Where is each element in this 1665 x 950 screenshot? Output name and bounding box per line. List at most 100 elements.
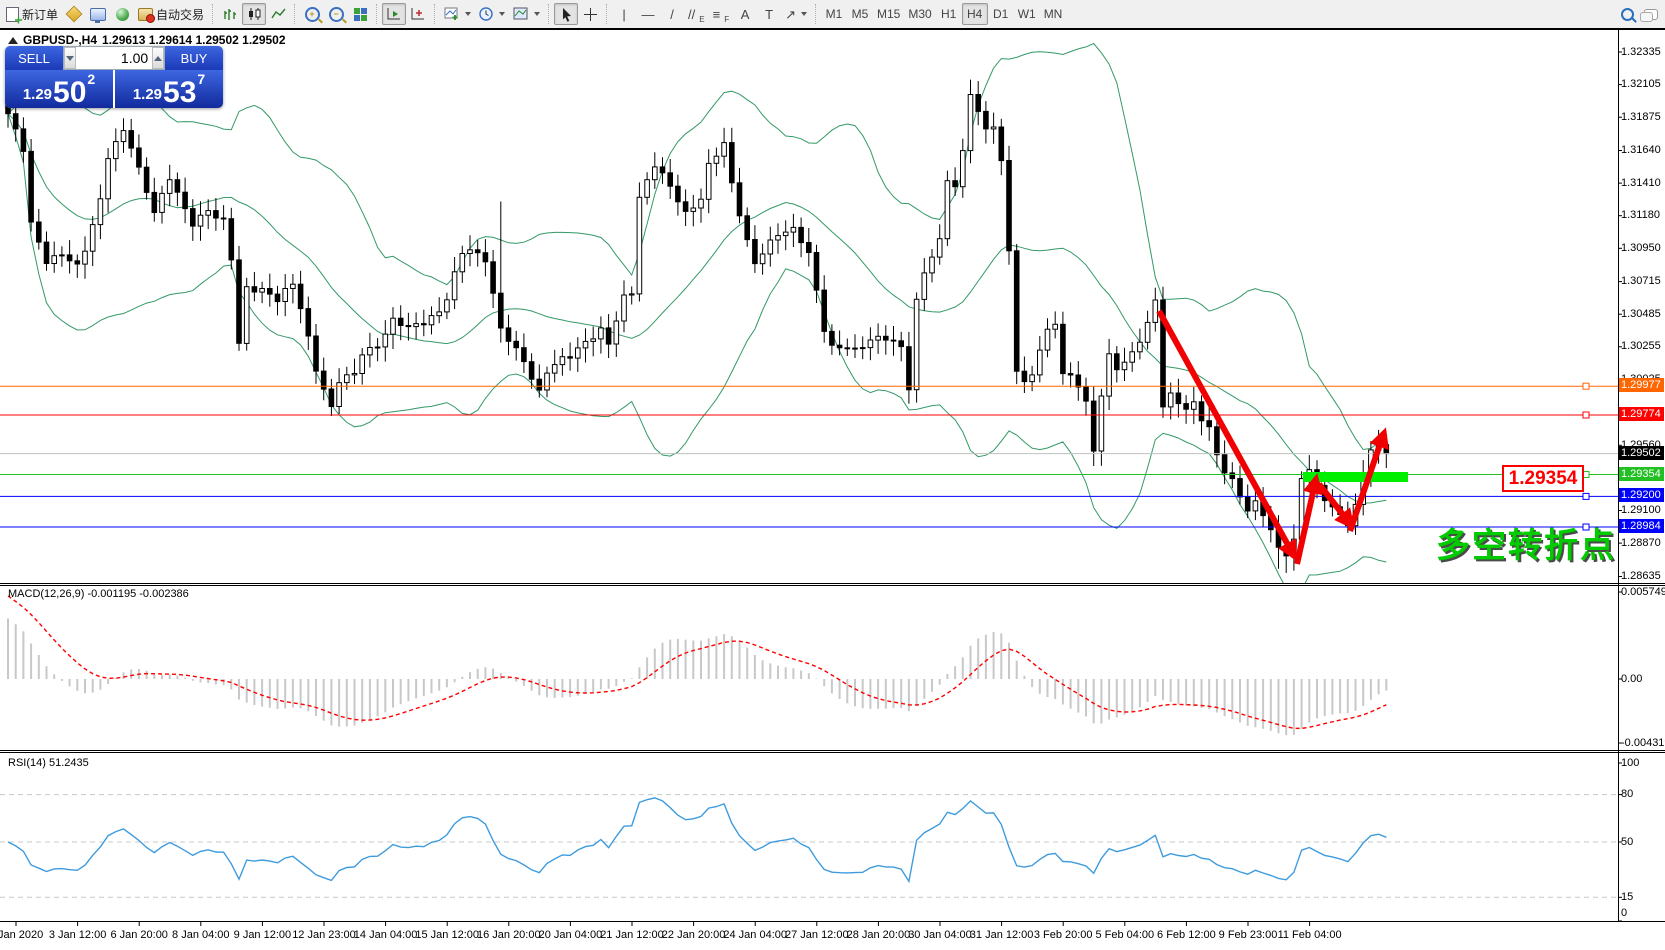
data-window-button[interactable] [86, 3, 110, 25]
candle [521, 347, 527, 363]
buy-price-small: 1.29 [132, 86, 163, 103]
candle [829, 330, 835, 346]
candle [359, 354, 365, 374]
volume-decrease-button[interactable] [64, 47, 76, 69]
timeframe-button-w1[interactable]: W1 [1017, 7, 1036, 21]
crosshair-button[interactable] [578, 3, 602, 25]
chat-button[interactable] [1639, 3, 1663, 25]
indicators-button[interactable] [440, 3, 475, 25]
search-button[interactable] [1615, 3, 1639, 25]
candle [1013, 250, 1020, 372]
volume-increase-button[interactable] [152, 47, 164, 69]
new-order-button[interactable]: 新订单 [2, 3, 62, 25]
candle [898, 340, 905, 348]
candle [567, 356, 573, 359]
candle [1221, 454, 1228, 474]
candle [220, 217, 227, 220]
timeframe-button-m15[interactable]: M15 [877, 7, 901, 21]
text-button[interactable]: A [733, 3, 757, 25]
zoom-in-icon: + [304, 6, 320, 22]
toolbar-separator [434, 4, 436, 24]
bar-chart-button[interactable] [218, 3, 242, 25]
chart-shift-button[interactable] [406, 3, 430, 25]
text-label-button[interactable]: T [757, 3, 781, 25]
candle [936, 238, 943, 258]
autotrade-label: 自动交易 [156, 7, 205, 22]
candle [1083, 386, 1089, 402]
periods-button[interactable] [475, 3, 509, 25]
trendline-button[interactable]: / [660, 3, 684, 25]
candle [1198, 401, 1205, 422]
zoom-in-button[interactable]: + [300, 3, 324, 25]
candle [390, 317, 396, 335]
symbols-button[interactable] [62, 3, 86, 25]
candle [590, 338, 597, 342]
timeframe-button-h4[interactable]: H4 [961, 3, 988, 25]
sell-price[interactable]: 1.29 50 2 [5, 70, 113, 108]
red-trend-arrow[interactable] [1156, 309, 1297, 562]
line-anchor-marker[interactable] [1582, 492, 1590, 500]
crosshair-icon [583, 7, 597, 21]
arrows-button[interactable]: ↗ [781, 3, 811, 25]
toolbar: 新订单 自动交易 + − [0, 0, 1665, 28]
equidistant-channel-icon: // [688, 6, 696, 22]
candle [197, 214, 204, 227]
horizontal-line-button[interactable]: — [636, 3, 660, 25]
line-chart-button[interactable] [266, 3, 290, 25]
fibonacci-icon: ≡ [712, 6, 721, 22]
candle [836, 344, 843, 349]
line-anchor-marker[interactable] [1582, 471, 1590, 478]
candle [667, 172, 674, 187]
clock-icon [479, 6, 493, 21]
bollinger-upper-band[interactable] [7, 42, 1387, 451]
macd-signal-line [7, 595, 1387, 730]
channel-sub-label: E [699, 15, 705, 24]
bollinger-middle-band[interactable] [7, 113, 1387, 504]
candle [790, 226, 797, 233]
timeframe-button-m5[interactable]: M5 [851, 7, 869, 21]
chart-header: GBPUSD-,H4 1.29613 1.29614 1.29502 1.295… [8, 33, 286, 47]
bollinger-lower-band[interactable] [7, 113, 1387, 596]
line-anchor-marker[interactable] [1582, 382, 1590, 390]
buy-button[interactable]: BUY [165, 46, 223, 70]
candle [582, 340, 589, 349]
navigator-button[interactable] [110, 3, 134, 25]
candle [1106, 353, 1112, 397]
volume-input[interactable] [75, 49, 153, 67]
candle [1114, 353, 1120, 371]
vertical-line-button[interactable]: | [612, 3, 636, 25]
autotrade-button[interactable]: 自动交易 [134, 3, 208, 25]
cursor-button[interactable] [554, 3, 579, 25]
candle [297, 283, 304, 310]
cursor-icon [562, 7, 571, 22]
timeframe-button-h1[interactable]: H1 [941, 7, 957, 21]
timeframe-button-d1[interactable]: D1 [993, 7, 1009, 21]
timeframe-button-mn[interactable]: MN [1043, 7, 1063, 21]
timeframe-button-m30[interactable]: M30 [908, 7, 932, 21]
timeframe-button-m1[interactable]: M1 [825, 7, 843, 21]
green-highlight-band[interactable] [1303, 472, 1408, 482]
equidistant-channel-button[interactable]: // E [684, 3, 709, 25]
red-trend-arrow[interactable] [1347, 427, 1389, 532]
candle [906, 346, 912, 391]
red-trend-arrow[interactable] [1316, 482, 1355, 530]
collapse-triangle-icon[interactable] [8, 36, 18, 44]
template-icon [513, 7, 528, 20]
candlestick-chart-button[interactable] [242, 3, 267, 25]
candle [1175, 392, 1182, 405]
templates-button[interactable] [509, 3, 544, 25]
buy-price[interactable]: 1.29 53 7 [115, 70, 223, 108]
line-anchor-marker[interactable] [1582, 523, 1590, 531]
line-anchor-marker[interactable] [1582, 411, 1590, 419]
tile-windows-button[interactable] [348, 3, 372, 25]
candle [1029, 374, 1035, 383]
toolbar-separator [548, 4, 550, 24]
candle [228, 218, 235, 261]
candle [1183, 403, 1189, 410]
auto-scroll-button[interactable] [382, 3, 407, 25]
zoom-out-button[interactable]: − [324, 3, 348, 25]
fibonacci-button[interactable]: ≡ F [709, 3, 733, 25]
red-trend-arrow[interactable] [1294, 473, 1323, 565]
sell-button[interactable]: SELL [5, 46, 63, 70]
